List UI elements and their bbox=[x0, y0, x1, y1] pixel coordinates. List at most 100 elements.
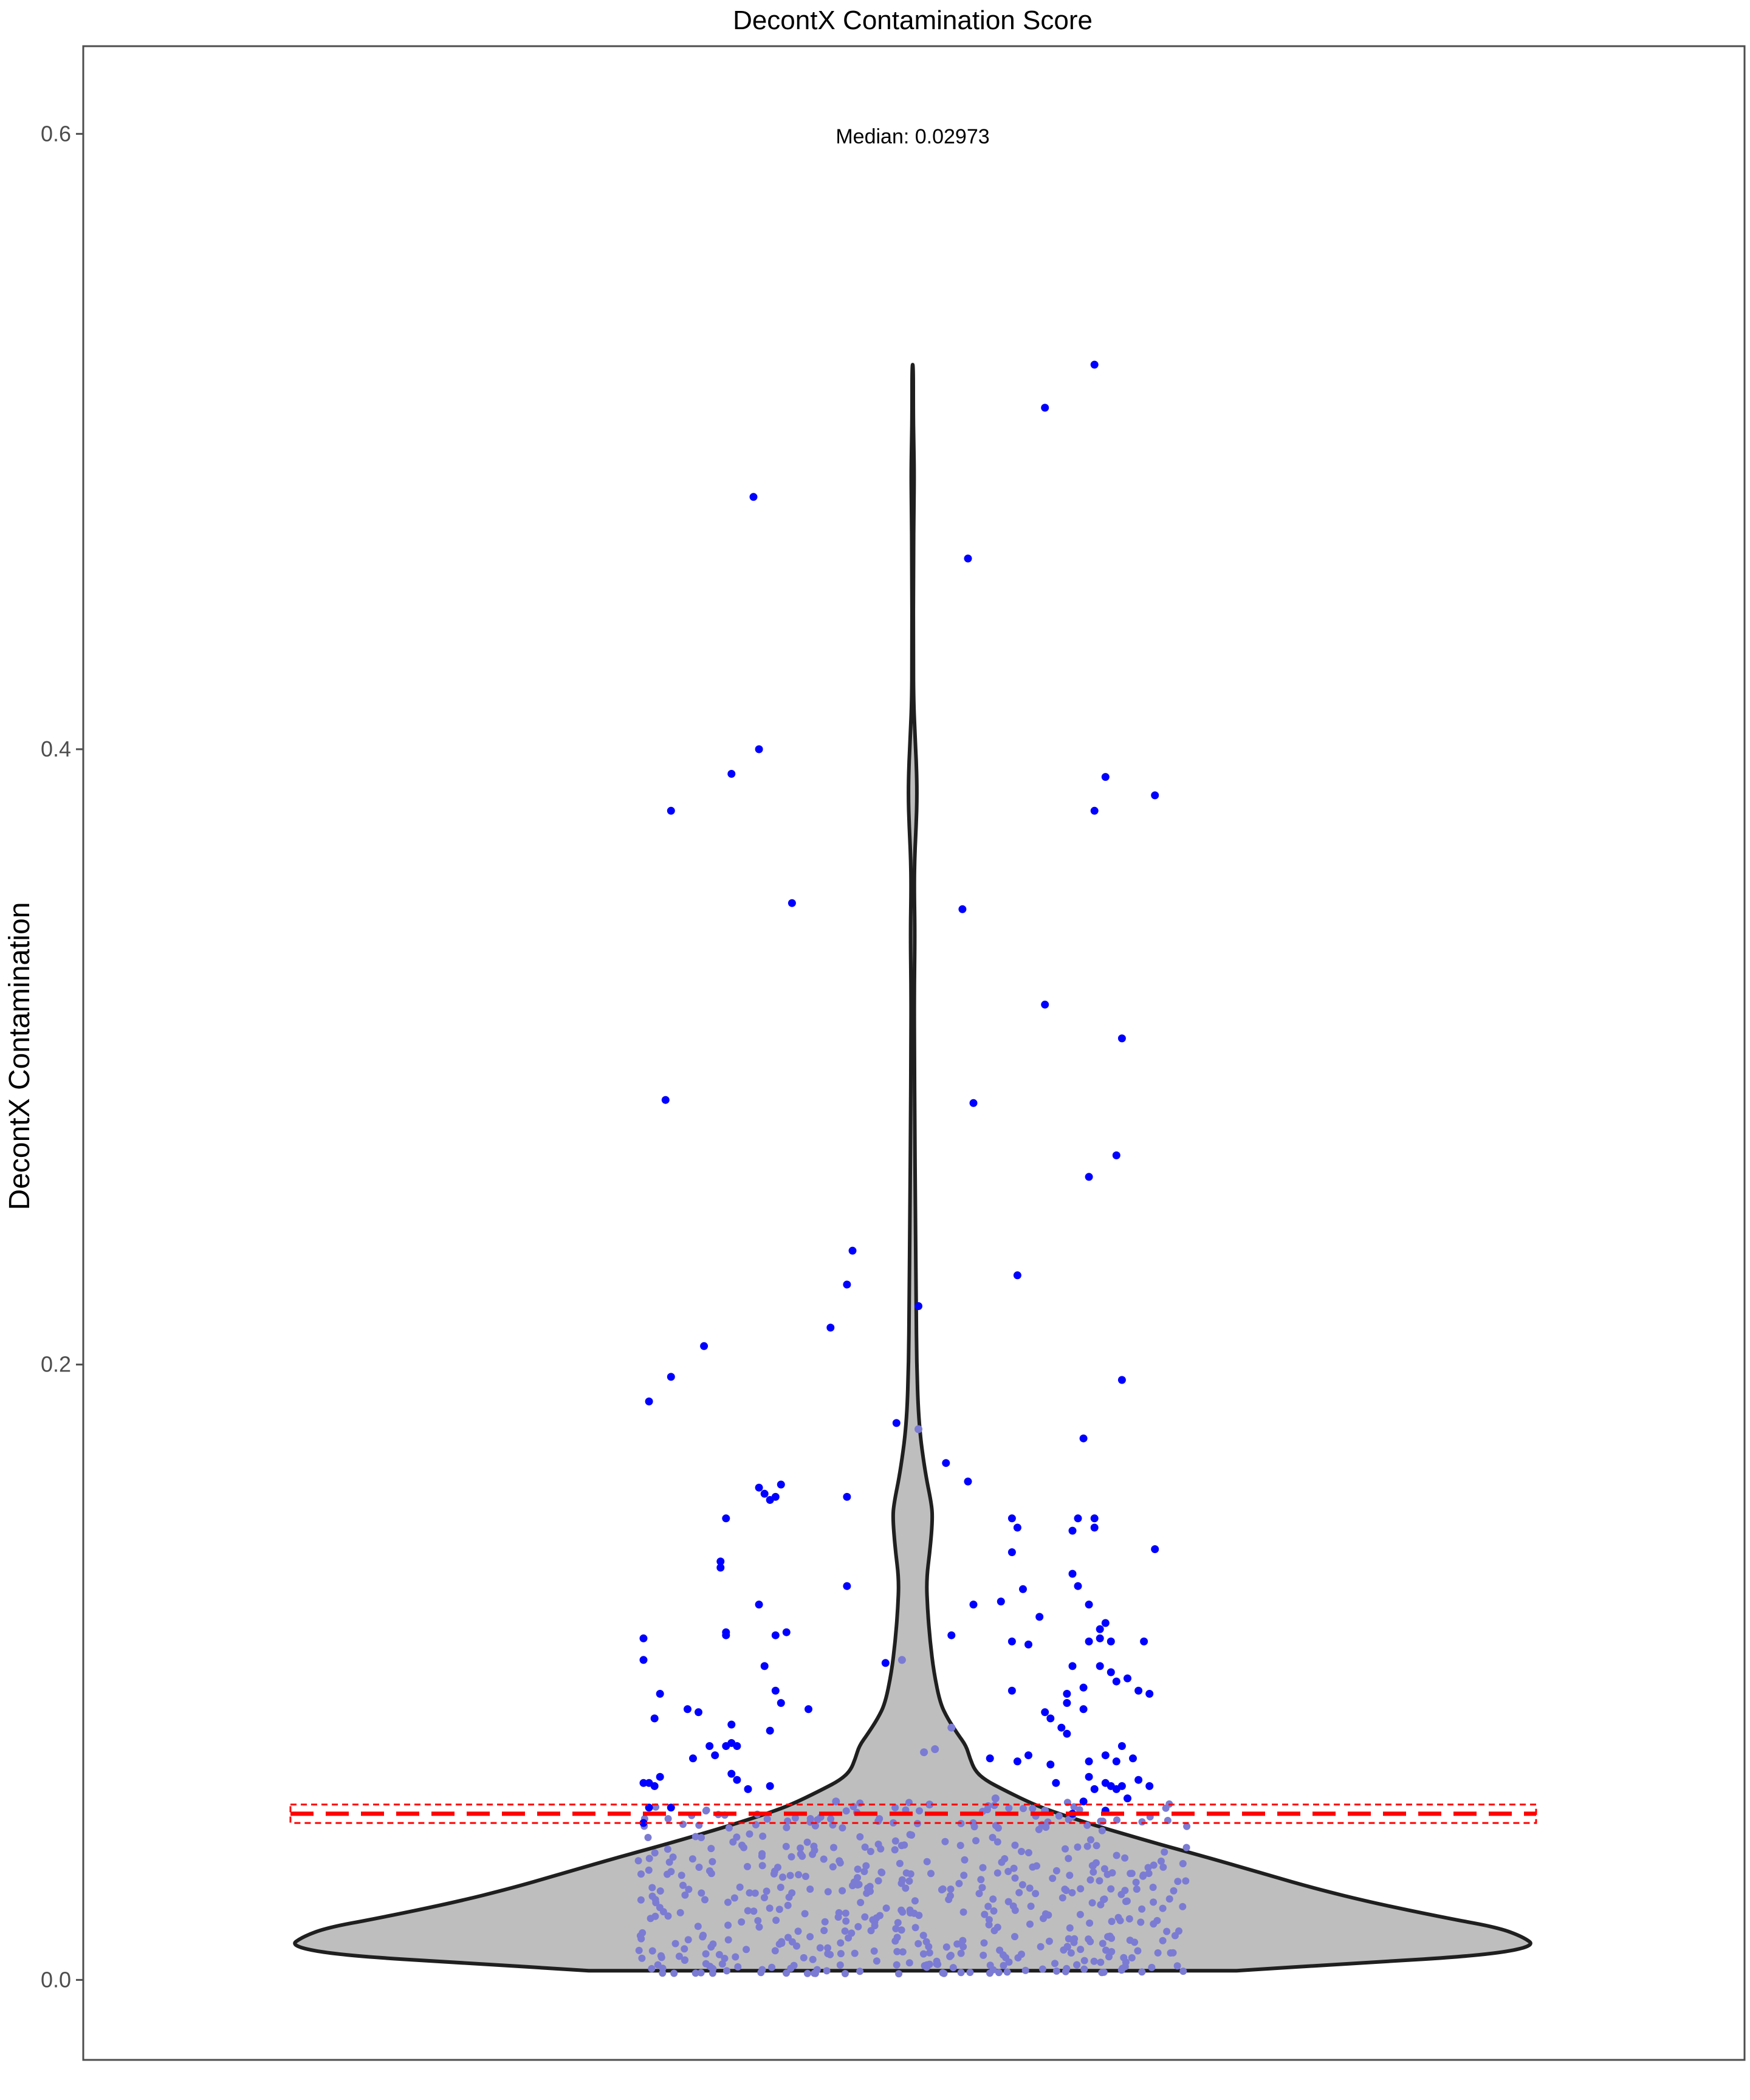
data-point bbox=[760, 1662, 769, 1670]
data-point bbox=[1013, 1523, 1021, 1532]
data-point bbox=[1013, 1757, 1021, 1766]
data-point bbox=[1065, 1935, 1072, 1943]
data-point bbox=[820, 1855, 828, 1863]
data-point bbox=[1057, 1723, 1066, 1732]
data-point bbox=[907, 1870, 914, 1878]
data-point bbox=[1046, 1714, 1055, 1723]
data-point bbox=[878, 1868, 886, 1876]
data-point bbox=[1107, 1885, 1115, 1893]
data-point bbox=[1007, 1637, 1016, 1645]
data-point bbox=[881, 1659, 890, 1667]
data-point bbox=[1079, 1797, 1088, 1806]
plot-panel bbox=[82, 45, 1746, 2061]
data-point bbox=[671, 1940, 679, 1947]
data-point bbox=[1079, 1705, 1088, 1714]
data-point bbox=[842, 1909, 849, 1917]
data-point bbox=[733, 1833, 741, 1841]
data-point bbox=[652, 1899, 660, 1907]
data-point bbox=[1112, 1757, 1120, 1766]
data-point bbox=[1052, 1967, 1060, 1975]
data-point bbox=[1116, 1916, 1124, 1924]
data-point bbox=[1027, 1903, 1035, 1910]
data-point bbox=[734, 1963, 742, 1971]
data-point bbox=[1068, 1570, 1077, 1578]
y-axis-title: DecontX Contamination bbox=[4, 902, 36, 1210]
data-point bbox=[980, 1951, 987, 1959]
data-point bbox=[1065, 1855, 1072, 1862]
data-point bbox=[711, 1751, 719, 1760]
data-point bbox=[816, 1944, 824, 1952]
data-point bbox=[1159, 1904, 1167, 1912]
data-point bbox=[882, 1904, 890, 1912]
data-point bbox=[803, 1969, 811, 1977]
data-point bbox=[722, 1628, 730, 1636]
data-point bbox=[1019, 1585, 1027, 1593]
data-point bbox=[1113, 1851, 1120, 1859]
data-point bbox=[1007, 1686, 1016, 1695]
data-point bbox=[806, 1933, 814, 1941]
data-point bbox=[931, 1745, 939, 1754]
data-point bbox=[820, 1927, 828, 1935]
data-point bbox=[763, 1815, 771, 1823]
data-point bbox=[707, 1870, 715, 1878]
data-point bbox=[746, 1830, 753, 1838]
data-point bbox=[1062, 1968, 1069, 1975]
data-point bbox=[766, 1904, 774, 1912]
data-point bbox=[760, 1489, 769, 1498]
data-point bbox=[1113, 1816, 1120, 1824]
data-point bbox=[1099, 1940, 1107, 1947]
data-point bbox=[1076, 1910, 1084, 1918]
data-point bbox=[751, 1889, 759, 1897]
data-point bbox=[1068, 1662, 1077, 1670]
data-point bbox=[783, 1824, 791, 1831]
data-point bbox=[1145, 1690, 1154, 1698]
data-point bbox=[695, 1708, 702, 1717]
data-point bbox=[890, 1819, 897, 1827]
data-point bbox=[823, 1967, 831, 1975]
data-point bbox=[656, 1690, 664, 1698]
data-point bbox=[856, 1833, 864, 1841]
data-point bbox=[908, 1831, 916, 1839]
data-point bbox=[848, 1929, 856, 1937]
data-point bbox=[1182, 1877, 1190, 1885]
data-point bbox=[794, 1927, 802, 1935]
data-point bbox=[1041, 403, 1049, 412]
data-point bbox=[914, 1940, 922, 1947]
data-point bbox=[763, 1887, 770, 1895]
data-point bbox=[795, 1871, 803, 1879]
data-point bbox=[830, 1844, 837, 1851]
data-point bbox=[1173, 1962, 1181, 1970]
data-point bbox=[1087, 1836, 1094, 1844]
data-point bbox=[638, 1954, 646, 1962]
data-point bbox=[634, 1857, 642, 1865]
data-point bbox=[701, 1896, 709, 1904]
data-point bbox=[993, 1838, 1001, 1846]
data-point bbox=[724, 1898, 732, 1906]
data-point bbox=[783, 1969, 790, 1977]
data-point bbox=[1045, 1911, 1052, 1919]
data-point bbox=[891, 1846, 899, 1854]
data-point bbox=[721, 1955, 729, 1962]
data-point bbox=[738, 1918, 746, 1926]
data-point bbox=[839, 1887, 846, 1895]
data-point bbox=[1071, 1935, 1079, 1943]
data-point bbox=[1032, 1890, 1040, 1898]
median-annotation: Median: 0.02973 bbox=[836, 125, 989, 148]
data-point bbox=[698, 1889, 705, 1897]
data-point bbox=[1101, 773, 1110, 781]
data-point bbox=[645, 1397, 653, 1405]
data-point bbox=[1134, 1776, 1143, 1784]
data-point bbox=[1103, 1870, 1111, 1878]
data-point bbox=[1029, 1805, 1037, 1813]
data-point bbox=[698, 1834, 705, 1842]
data-point bbox=[1090, 806, 1099, 815]
data-point bbox=[806, 1818, 814, 1826]
data-point bbox=[905, 1959, 913, 1967]
data-point bbox=[1096, 1662, 1104, 1670]
data-point bbox=[675, 1952, 683, 1960]
data-point bbox=[1011, 1874, 1019, 1882]
data-point bbox=[775, 1906, 783, 1913]
data-point bbox=[702, 1950, 710, 1958]
data-point bbox=[678, 1872, 685, 1879]
data-point bbox=[757, 1969, 765, 1977]
